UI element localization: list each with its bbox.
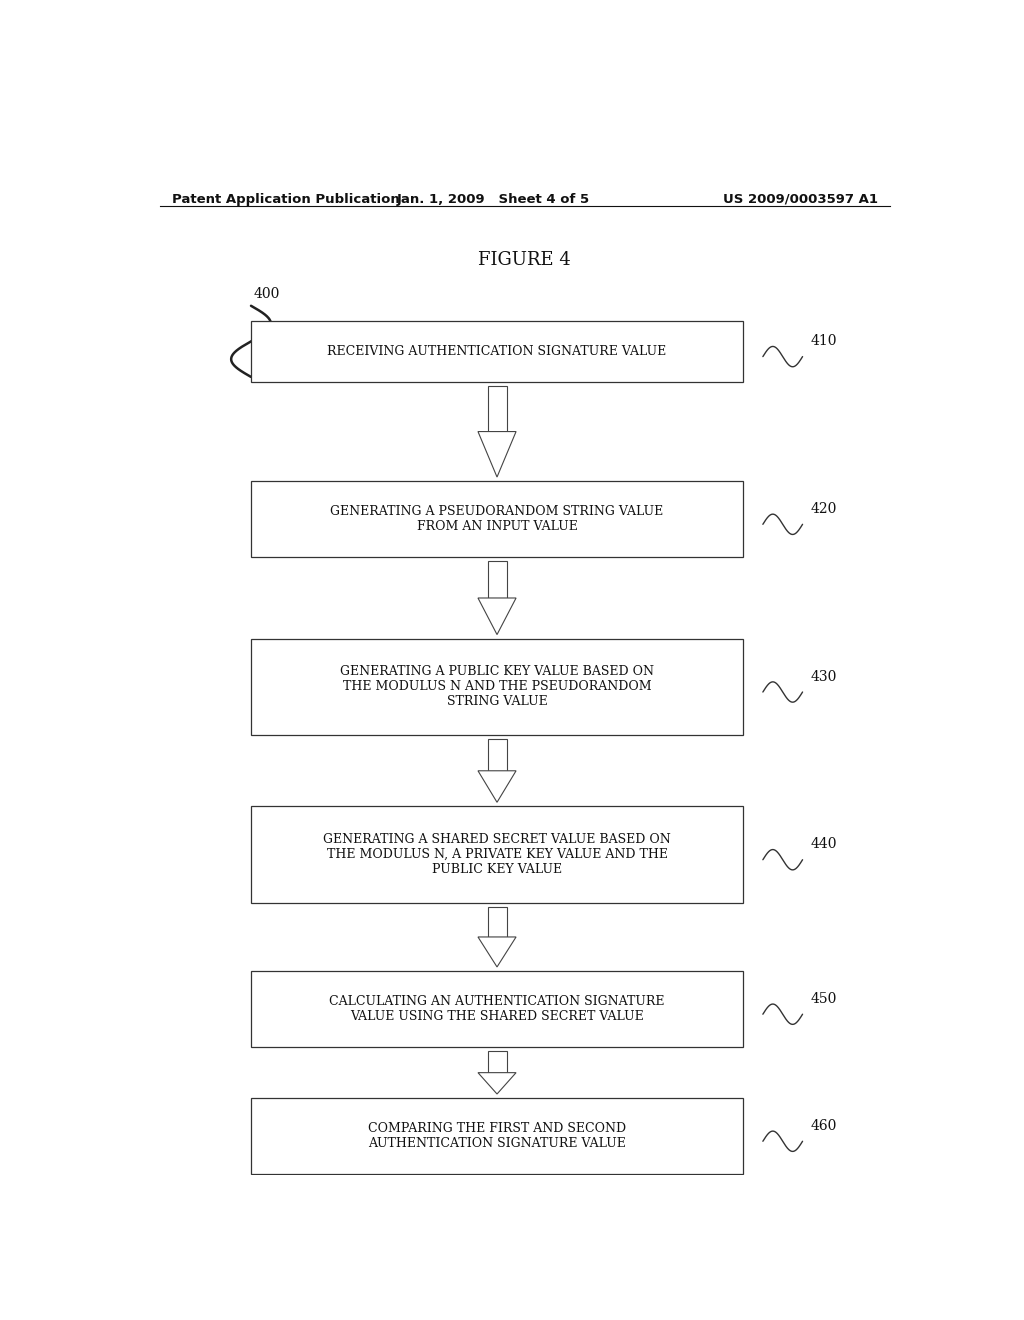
Bar (251, 1098, 743, 1175)
Text: GENERATING A SHARED SECRET VALUE BASED ON
THE MODULUS N, A PRIVATE KEY VALUE AND: GENERATING A SHARED SECRET VALUE BASED O… (324, 833, 671, 876)
Text: 420: 420 (811, 502, 837, 516)
Text: 430: 430 (811, 669, 837, 684)
Bar (487, 1051, 507, 1073)
Bar (487, 561, 507, 598)
Polygon shape (478, 432, 516, 477)
Text: GENERATING A PUBLIC KEY VALUE BASED ON
THE MODULUS N AND THE PSEUDORANDOM
STRING: GENERATING A PUBLIC KEY VALUE BASED ON T… (340, 665, 654, 709)
Text: 460: 460 (811, 1119, 837, 1133)
Bar (251, 807, 743, 903)
Text: CALCULATING AN AUTHENTICATION SIGNATURE
VALUE USING THE SHARED SECRET VALUE: CALCULATING AN AUTHENTICATION SIGNATURE … (330, 995, 665, 1023)
Text: Jan. 1, 2009   Sheet 4 of 5: Jan. 1, 2009 Sheet 4 of 5 (396, 193, 590, 206)
Text: GENERATING A PSEUDORANDOM STRING VALUE
FROM AN INPUT VALUE: GENERATING A PSEUDORANDOM STRING VALUE F… (331, 506, 664, 533)
Bar (487, 739, 507, 771)
Polygon shape (478, 598, 516, 635)
Text: US 2009/0003597 A1: US 2009/0003597 A1 (723, 193, 878, 206)
Text: FIGURE 4: FIGURE 4 (478, 251, 571, 269)
Text: 450: 450 (811, 991, 837, 1006)
Text: 440: 440 (811, 837, 837, 851)
Text: Patent Application Publication: Patent Application Publication (172, 193, 399, 206)
Text: RECEIVING AUTHENTICATION SIGNATURE VALUE: RECEIVING AUTHENTICATION SIGNATURE VALUE (328, 345, 667, 358)
Text: COMPARING THE FIRST AND SECOND
AUTHENTICATION SIGNATURE VALUE: COMPARING THE FIRST AND SECOND AUTHENTIC… (368, 1122, 626, 1150)
Polygon shape (478, 771, 516, 803)
Text: 400: 400 (254, 286, 281, 301)
Text: 410: 410 (811, 334, 837, 348)
Bar (251, 639, 743, 735)
Polygon shape (478, 937, 516, 968)
Bar (251, 480, 743, 557)
Bar (487, 385, 507, 432)
Bar (251, 321, 743, 381)
Polygon shape (478, 1073, 516, 1094)
Bar (251, 972, 743, 1047)
Bar (487, 907, 507, 937)
